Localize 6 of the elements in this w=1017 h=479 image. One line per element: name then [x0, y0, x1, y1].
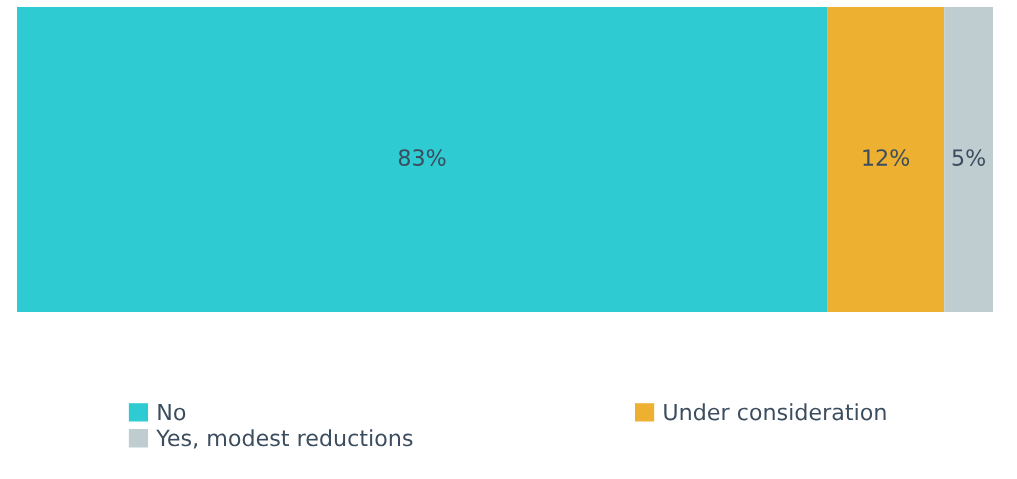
legend-label: Yes, modest reductions — [156, 429, 413, 449]
data-label: 83% — [398, 149, 446, 166]
data-label: 5% — [952, 149, 985, 166]
legend-label: Under consideration — [664, 403, 886, 421]
data-label: 12% — [863, 149, 910, 166]
legend-label: No — [158, 403, 186, 421]
